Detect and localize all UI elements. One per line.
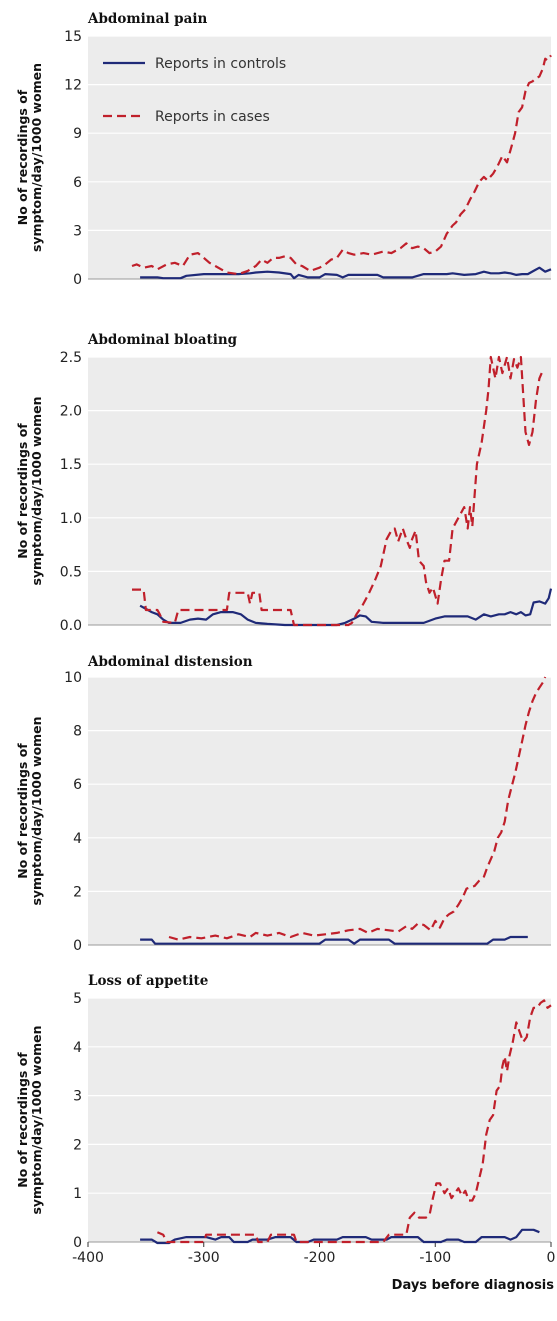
series-line-controls [139, 588, 553, 627]
series-line-cases [131, 54, 552, 276]
y-tick-label: 15 [64, 29, 82, 45]
y-tick-label: 0.0 [60, 618, 82, 634]
y-tick-label: 2.0 [60, 404, 82, 420]
y-axis-label: No of recordings ofsymptom/day/1000 wome… [15, 396, 44, 585]
y-tick-label: 0 [73, 1235, 82, 1251]
x-axis-title: Days before diagnosis [392, 1278, 555, 1293]
legend-label: Reports in cases [155, 109, 270, 125]
y-tick-label: 2 [73, 1137, 82, 1153]
y-tick-label: 2.5 [60, 350, 82, 366]
panel-title: Abdominal distension [87, 654, 253, 670]
panel-2: 0.0 0.5 1.0 1.5 2.0 2.5 Abdominal bloating No o… [15, 332, 553, 634]
series-line-cases [132, 355, 543, 627]
plot-background [88, 998, 551, 1242]
y-tick-label: 9 [73, 126, 82, 142]
panel-1: 0 3 6 9 12 15 Abdominal pain No of recordings o… [15, 11, 552, 288]
x-tick-label: -100 [419, 1250, 451, 1266]
panel-title: Loss of appetite [88, 973, 208, 989]
series-line-cases [168, 676, 547, 941]
x-tick-label: -400 [72, 1250, 104, 1266]
y-tick-label: 2 [73, 884, 82, 900]
y-tick-label: 0 [73, 272, 82, 288]
y-axis-label: No of recordings ofsymptom/day/1000 wome… [15, 63, 44, 252]
series-line-controls [140, 1228, 540, 1245]
y-tick-label: 6 [73, 175, 82, 191]
y-tick-label: 6 [73, 777, 82, 793]
y-tick-label: 3 [73, 223, 82, 239]
legend: Reports in controls Reports in cases [103, 56, 286, 125]
y-tick-label: 0 [73, 938, 82, 954]
panel-title: Abdominal pain [87, 11, 207, 27]
y-tick-label: 10 [64, 670, 82, 686]
series-line-controls [140, 935, 528, 945]
y-tick-label: 1 [73, 1186, 82, 1202]
y-axis-label: No of recordings ofsymptom/day/1000 wome… [15, 1025, 44, 1214]
panel-title: Abdominal bloating [87, 332, 238, 348]
series-line-cases [156, 999, 552, 1244]
y-tick-label: 4 [73, 1040, 82, 1056]
y-tick-label: 4 [73, 831, 82, 847]
x-tick-label: 0 [547, 1250, 556, 1266]
x-tick-label: -300 [188, 1250, 220, 1266]
plot-background [88, 357, 551, 625]
panel-4: 0 1 2 3 4 5 -400 -300 -200 -100 0 Loss of appetite N… [15, 973, 555, 1293]
y-tick-label: 12 [64, 78, 82, 94]
y-axis-label: No of recordings ofsymptom/day/1000 wome… [15, 716, 44, 905]
y-tick-label: 1.5 [60, 457, 82, 473]
y-tick-label: 8 [73, 724, 82, 740]
legend-label: Reports in controls [155, 56, 286, 72]
y-tick-label: 0.5 [60, 564, 82, 580]
panel-3: 0 2 4 6 8 10 Abdominal distension No of recordi… [15, 654, 551, 954]
plot-background [88, 677, 551, 945]
y-tick-label: 1.0 [60, 511, 82, 527]
y-tick-label: 5 [73, 991, 82, 1007]
x-tick-label: -200 [304, 1250, 336, 1266]
series-line-controls [140, 266, 552, 280]
y-tick-label: 3 [73, 1089, 82, 1105]
plot-background [88, 36, 551, 279]
